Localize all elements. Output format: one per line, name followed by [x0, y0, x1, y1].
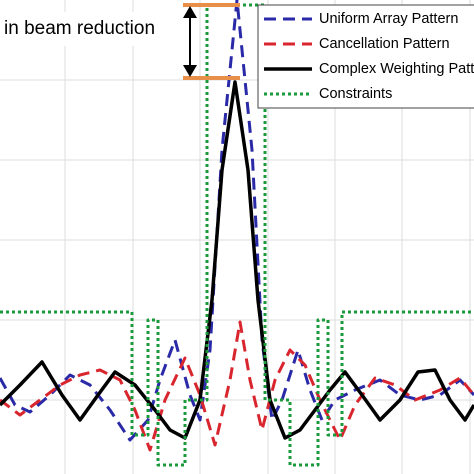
- series-line: [0, 320, 474, 452]
- legend-label: Cancellation Pattern: [319, 36, 450, 52]
- legend-label: Complex Weighting Pattern: [319, 61, 474, 77]
- series-line: [0, 0, 474, 442]
- annotation: in beam reduction: [4, 18, 155, 39]
- legend: Uniform Array Pattern Cancellation Patter…: [257, 4, 474, 109]
- legend-box: [257, 4, 474, 109]
- annotation-box: [0, 12, 178, 46]
- legend-label: Constraints: [319, 86, 392, 102]
- legend-label: Uniform Array Pattern: [319, 11, 458, 27]
- series-line: [0, 80, 474, 440]
